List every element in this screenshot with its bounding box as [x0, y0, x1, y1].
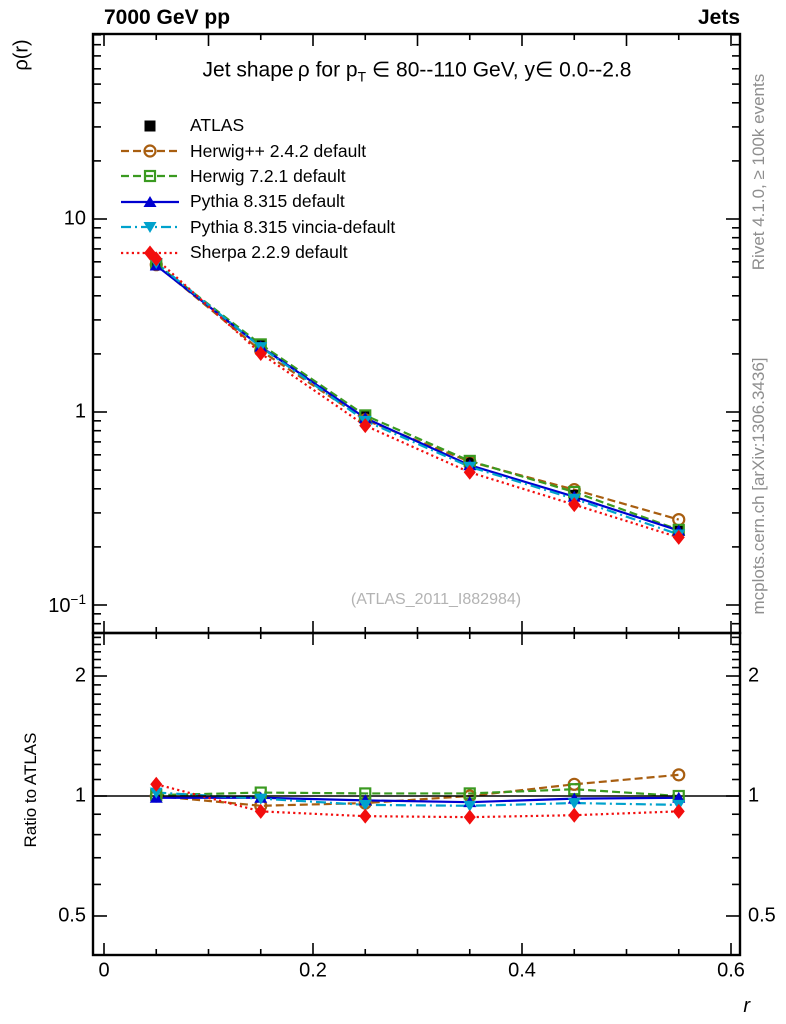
marker-diamond — [568, 497, 581, 513]
marker-triangle-down — [149, 787, 163, 799]
series-line-main — [155, 262, 680, 536]
legend-sample — [121, 195, 179, 207]
mcplots-arxiv-note: mcplots.cern.ch [arXiv:1306.3436] — [749, 357, 768, 615]
marker-triangle-down — [567, 798, 581, 810]
marker-diamond — [463, 464, 476, 480]
x-tick-label: 0.6 — [717, 959, 745, 982]
series-markers — [150, 259, 685, 536]
marker-triangle-down — [254, 793, 268, 805]
plot-title-part2: ∈ 80--110 GeV, y∈ 0.0--2.8 — [366, 58, 632, 82]
marker-triangle-down — [463, 800, 477, 812]
series-line-main — [155, 258, 680, 539]
axis-ticks — [93, 34, 740, 955]
y-main-tick-label: 1 — [74, 400, 86, 423]
legend-sample — [121, 222, 179, 234]
legend-label: Herwig 7.2.1 default — [190, 165, 346, 186]
y-ratio-tick-label-right: 2 — [748, 664, 760, 687]
y-axis-label-ratio: Ratio to ATLAS — [21, 732, 40, 848]
series-line-main — [155, 264, 680, 532]
series-line-main — [155, 263, 680, 521]
series-markers — [149, 259, 686, 808]
legend-sample — [144, 120, 156, 132]
plot-title-part1: Jet shape ρ for p — [202, 58, 358, 82]
marker-circle-open — [672, 768, 686, 782]
series-markers — [149, 257, 686, 812]
legend-sample — [121, 245, 179, 261]
legend-item-atlas: ATLAS — [118, 113, 395, 138]
series-line-main — [155, 263, 680, 531]
marker-diamond — [254, 345, 267, 361]
x-tick-label: 0.4 — [508, 959, 536, 982]
marker-square-open — [143, 170, 157, 183]
analysis-group-label: Jets — [697, 6, 740, 29]
series-markers — [150, 258, 685, 803]
y-ratio-tick-label-left: 1 — [74, 784, 86, 807]
marker-diamond — [359, 418, 372, 434]
marker-triangle-up — [143, 195, 157, 207]
y-ratio-tick-label-left: 0.5 — [58, 904, 86, 927]
marker-diamond — [672, 529, 685, 545]
legend-item-pythia-8-315-vincia-default: Pythia 8.315 vincia-default — [118, 215, 395, 240]
y-ratio-tick-label-right: 1 — [748, 784, 760, 807]
x-tick-label: 0 — [98, 959, 110, 982]
watermark-analysis-id: (ATLAS_2011_I882984) — [350, 591, 522, 608]
legend-sample — [121, 170, 179, 183]
legend-label: Sherpa 2.2.9 default — [190, 242, 348, 263]
beam-energy-label: 7000 GeV pp — [104, 6, 231, 29]
series-markers — [149, 258, 686, 813]
x-axis-label: r — [743, 995, 750, 1017]
legend-item-herwig-2-4-2-default: Herwig++ 2.4.2 default — [118, 138, 395, 163]
legend-item-sherpa-2-2-9-default: Sherpa 2.2.9 default — [118, 240, 395, 265]
series-line-ratio — [156, 788, 679, 798]
legend: ATLAS Herwig++ 2.4.2 default Herwig 7.2.1 … — [118, 113, 395, 265]
y-ratio-tick-label-left: 2 — [74, 664, 86, 687]
marker-diamond — [359, 808, 372, 824]
legend-label: Pythia 8.315 default — [190, 191, 345, 212]
series-line-ratio — [156, 791, 679, 807]
series-line-ratio — [156, 773, 679, 807]
series-markers — [150, 251, 685, 825]
marker-diamond — [150, 776, 163, 792]
marker-diamond — [463, 809, 476, 825]
marker-diamond — [144, 245, 156, 261]
legend-label: Herwig++ 2.4.2 default — [190, 140, 367, 161]
plot-title-subscript: T — [357, 68, 367, 85]
rivet-version-note: Rivet 4.1.0, ≥ 100k events — [749, 73, 768, 271]
y-main-tick-label: 10−1 — [48, 592, 86, 617]
series-line-ratio — [156, 796, 679, 804]
y-ratio-tick-label-right: 0.5 — [748, 904, 776, 927]
marker-circle-open — [143, 144, 157, 158]
marker-diamond — [254, 803, 267, 819]
y-axis-label-main: ρ(r) — [10, 39, 33, 71]
legend-sample — [121, 144, 179, 158]
legend-item-pythia-8-315-default: Pythia 8.315 default — [118, 189, 395, 214]
y-main-tick-label: 10 — [63, 207, 86, 230]
legend-item-herwig-7-2-1-default: Herwig 7.2.1 default — [118, 164, 395, 189]
marker-diamond — [672, 803, 685, 819]
legend-label: ATLAS — [190, 115, 245, 136]
marker-square-filled — [144, 120, 156, 132]
marker-triangle-down — [358, 799, 372, 811]
series-line-ratio — [155, 783, 679, 819]
marker-triangle-down — [143, 222, 157, 234]
legend-label: Pythia 8.315 vincia-default — [190, 216, 396, 237]
ratio-frame — [91, 631, 742, 957]
marker-diamond — [568, 807, 581, 823]
x-tick-label: 0.2 — [299, 959, 327, 982]
plot-title: Jet shape ρ for pT ∈ 80--110 GeV, y∈ 0.0… — [203, 57, 632, 84]
